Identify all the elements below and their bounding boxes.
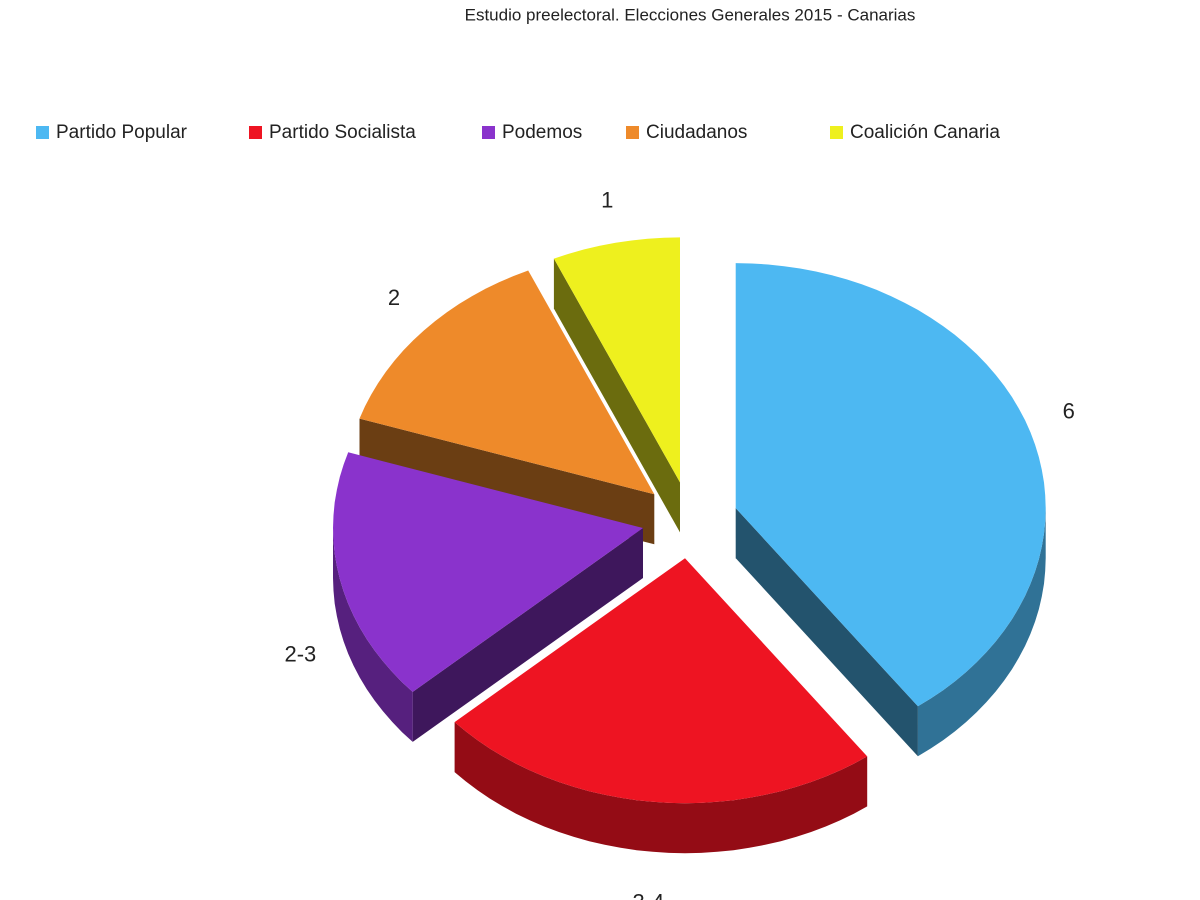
slice-wall — [454, 722, 868, 854]
legend-swatch — [482, 126, 495, 139]
legend-swatch — [249, 126, 262, 139]
value-label: 1 — [601, 187, 613, 212]
slice — [333, 452, 643, 692]
legend-swatch — [830, 126, 843, 139]
legend-label: Coalición Canaria — [850, 122, 1000, 143]
legend-swatch — [36, 126, 49, 139]
slice — [359, 270, 655, 495]
value-label: 3-4 — [632, 889, 664, 900]
slice — [553, 237, 680, 483]
chart-title: Estudio preelectoral. Elecciones General… — [465, 5, 916, 24]
legend-label: Partido Socialista — [269, 122, 416, 143]
legend-label: Partido Popular — [56, 122, 188, 143]
slice — [735, 263, 1046, 707]
value-labels: 6 3-4 2-3 2 1 — [285, 187, 1075, 900]
slice-side — [553, 258, 680, 533]
legend-label: Podemos — [502, 122, 582, 143]
value-label: 2 — [388, 285, 400, 310]
value-label: 6 — [1063, 398, 1075, 423]
slice-wall — [333, 528, 413, 742]
value-label: 2-3 — [285, 641, 317, 666]
legend-label: Ciudadanos — [646, 122, 747, 143]
slice-side — [412, 528, 643, 742]
legend-swatch — [626, 126, 639, 139]
slice-tops — [333, 237, 1046, 804]
legend: Partido Popular Partido Socialista Podemos… — [36, 122, 1000, 143]
slice-wall — [917, 508, 1046, 757]
slice-side — [735, 508, 918, 757]
slice — [454, 558, 868, 804]
slice-sides — [333, 258, 1046, 854]
